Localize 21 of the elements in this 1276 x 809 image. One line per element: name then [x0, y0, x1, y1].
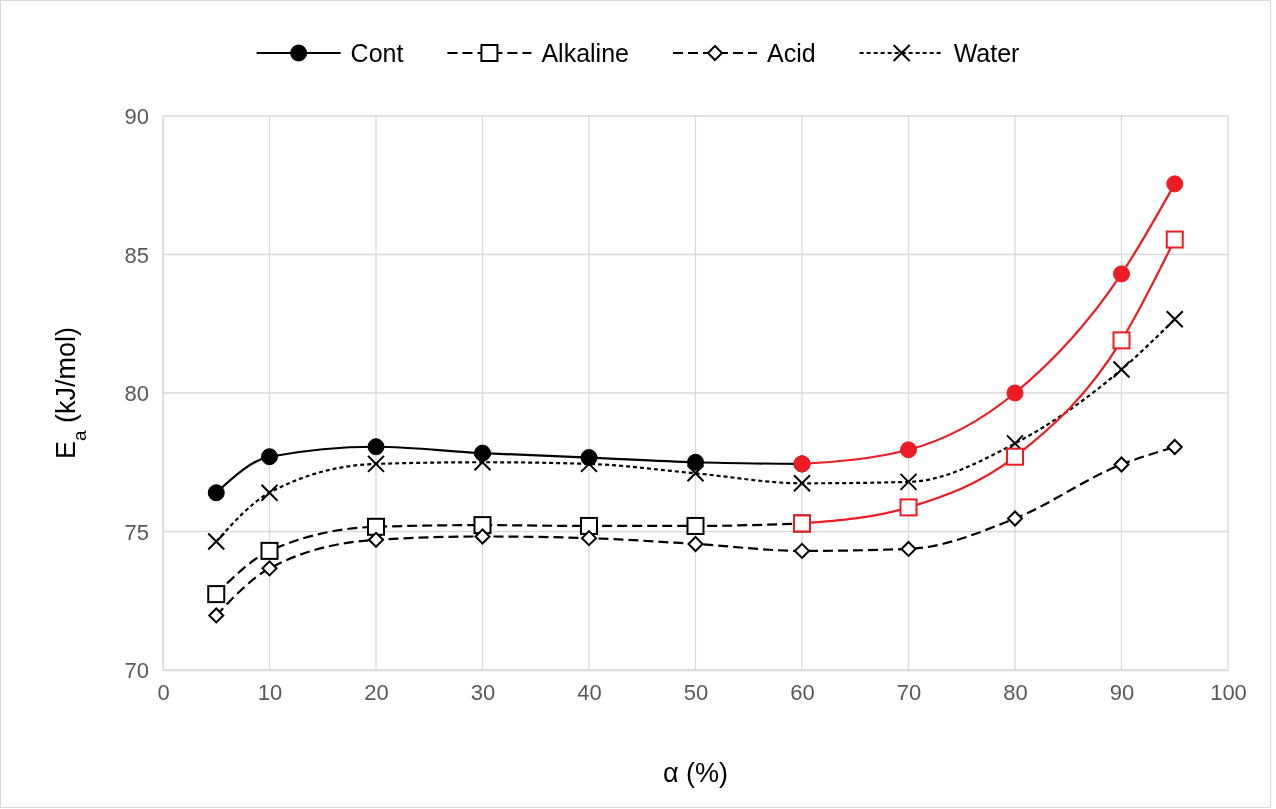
x-tick-label: 10 — [257, 679, 283, 705]
x-tick-label: 100 — [1210, 679, 1247, 705]
x-tick-label: 90 — [1109, 679, 1135, 705]
x-tick-label: 80 — [1003, 679, 1028, 705]
x-tick-label: 20 — [364, 679, 389, 705]
x-tick-label: 60 — [790, 679, 815, 705]
y-tick-label: 75 — [124, 519, 149, 545]
x-tick-label: 50 — [683, 679, 709, 705]
x-tick-label: 70 — [896, 679, 922, 705]
legend-label: Acid — [766, 38, 816, 67]
legend-label: Cont — [350, 38, 404, 67]
legend-label: Alkaline — [541, 38, 629, 67]
y-tick-label: 90 — [124, 104, 149, 130]
x-tick-label: 30 — [470, 679, 496, 705]
y-tick-label: 70 — [124, 658, 149, 684]
legend-label: Water — [953, 38, 1020, 67]
x-tick-label: 40 — [577, 679, 602, 705]
y-tick-label: 80 — [124, 381, 149, 407]
x-tick-label: 0 — [157, 679, 170, 705]
x-axis-title: α (%) — [662, 758, 729, 788]
y-tick-label: 85 — [124, 242, 149, 268]
